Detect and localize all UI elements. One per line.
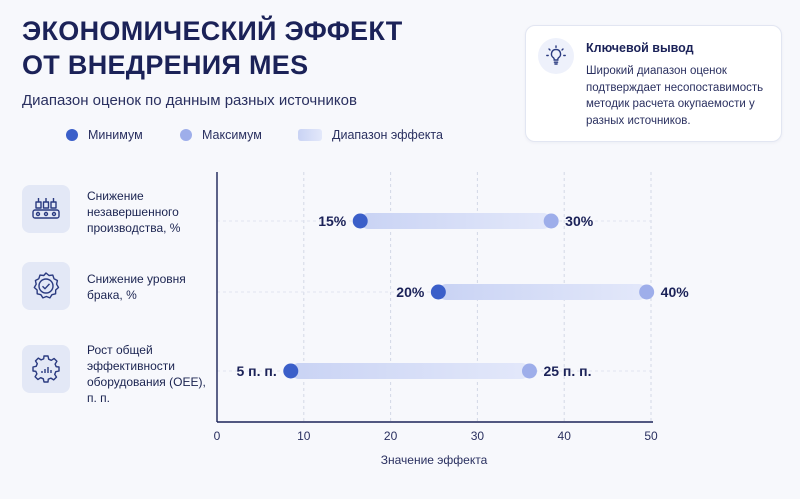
max-dot-icon — [180, 129, 192, 141]
x-tick-label: 10 — [297, 429, 311, 443]
title-line-1: ЭКОНОМИЧЕСКИЙ ЭФФЕКТ — [22, 16, 403, 46]
insight-text: Широкий диапазон оценок подтверждает нес… — [586, 65, 764, 127]
x-tick-label: 20 — [384, 429, 398, 443]
range-bar — [290, 363, 530, 379]
legend-item-max: Максимум — [180, 128, 262, 142]
page-subtitle: Диапазон оценок по данным разных источни… — [22, 92, 357, 109]
min-value-label: 15% — [318, 213, 347, 229]
max-point — [639, 284, 655, 300]
lightbulb-icon — [538, 38, 574, 74]
range-bar — [438, 284, 647, 300]
min-point — [430, 284, 446, 300]
page-title: ЭКОНОМИЧЕСКИЙ ЭФФЕКТ ОТ ВНЕДРЕНИЯ MES — [22, 14, 403, 82]
x-tick-label: 0 — [214, 429, 221, 443]
legend-item-range: Диапазон эффекта — [298, 128, 443, 142]
title-line-2: ОТ ВНЕДРЕНИЯ MES — [22, 50, 309, 80]
max-point — [521, 363, 537, 379]
min-value-label: 20% — [396, 284, 425, 300]
range-swatch-icon — [298, 129, 322, 141]
x-axis-title: Значение эффекта — [381, 453, 488, 467]
legend-min-label: Минимум — [88, 128, 143, 142]
row-label-wip: Снижение незавершенного производства, % — [87, 189, 181, 235]
legend-range-label: Диапазон эффекта — [332, 128, 443, 142]
x-tick-label: 50 — [644, 429, 658, 443]
insight-card: Ключевой вывод Широкий диапазон оценок п… — [525, 25, 782, 142]
factory-icon — [22, 185, 70, 233]
insight-title: Ключевой вывод — [586, 41, 694, 55]
legend-max-label: Максимум — [202, 128, 262, 142]
max-value-label: 25 п. п. — [543, 363, 591, 379]
min-value-label: 5 п. п. — [237, 363, 277, 379]
range-bar — [360, 213, 552, 229]
x-tick-label: 30 — [471, 429, 485, 443]
min-dot-icon — [66, 129, 78, 141]
gear-chart-icon — [22, 345, 70, 393]
row-label-oee: Рост общей эффективности оборудования (O… — [87, 343, 206, 405]
max-value-label: 30% — [565, 213, 594, 229]
min-point — [352, 213, 368, 229]
min-point — [283, 363, 299, 379]
max-value-label: 40% — [661, 284, 690, 300]
check-badge-icon — [22, 262, 70, 310]
row-label-defects: Снижение уровня брака, % — [87, 272, 186, 302]
x-tick-label: 40 — [558, 429, 572, 443]
legend-item-min: Минимум — [66, 128, 143, 142]
max-point — [543, 213, 559, 229]
